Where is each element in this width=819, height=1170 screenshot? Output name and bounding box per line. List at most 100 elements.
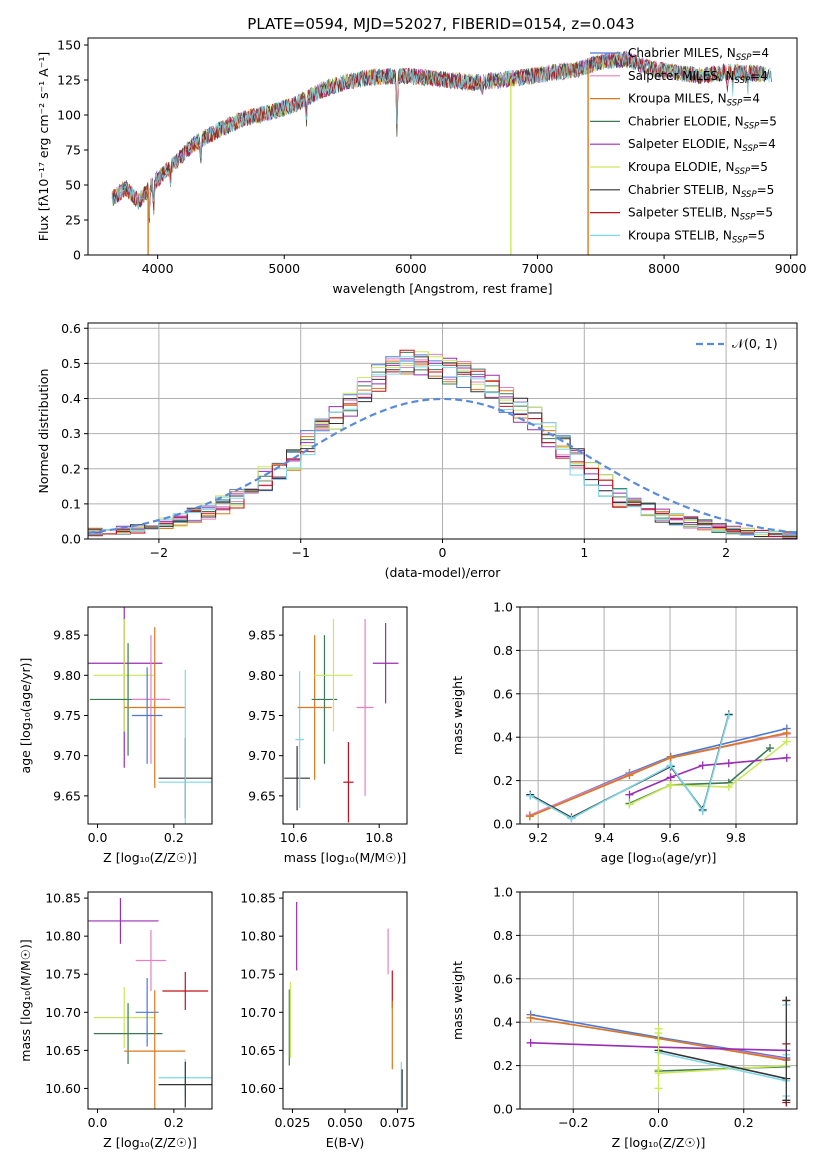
y-tick-label: 10.75 — [240, 967, 276, 982]
series-marker — [666, 761, 675, 770]
series-marker — [765, 744, 774, 753]
y-tick-label: 75 — [65, 143, 81, 158]
legend-entry: Kroupa MILES, NSSP=4 — [590, 92, 760, 109]
y-tick-label: 0.3 — [61, 426, 81, 441]
y-tick-label: 10.80 — [240, 929, 276, 944]
x-tick-label: 6000 — [395, 261, 427, 276]
y-tick-label: 0.6 — [61, 321, 81, 336]
errorbar-point — [93, 619, 155, 732]
series-marker — [666, 773, 675, 782]
series-line — [529, 733, 787, 817]
axes-spectrum: 4000 5000 6000 7000 8000 9000 0 25 50 75 100 125 150… — [36, 37, 807, 296]
x-tick-label: 0 — [439, 545, 447, 560]
series-marker — [698, 761, 707, 770]
y-tick-label: 100 — [57, 108, 81, 123]
y-axis-label: Normed distribution — [36, 369, 51, 494]
y-tick-label: 0.1 — [61, 496, 81, 511]
legend-label: Chabrier ELODIE, NSSP=5 — [628, 114, 777, 131]
legend-label: Kroupa STELIB, NSSP=5 — [628, 228, 765, 245]
x-tick-label: 0.2 — [734, 1115, 754, 1130]
y-axis-label: Flux [fλ10⁻¹⁷ erg cm⁻² s⁻¹ A⁻¹] — [36, 52, 51, 241]
x-tick-label: 0.050 — [327, 1115, 363, 1130]
y-tick-label: 9.80 — [53, 668, 81, 683]
legend-label: Chabrier MILES, NSSP=4 — [628, 46, 769, 63]
x-axis-label: E(B-V) — [326, 1135, 365, 1150]
y-tick-label: 10.65 — [45, 1043, 81, 1058]
x-tick-label: 0.075 — [380, 1115, 416, 1130]
errorbar-point — [93, 987, 155, 1049]
series-marker — [782, 728, 791, 737]
series-marker — [724, 759, 733, 768]
errorbar-point — [372, 623, 399, 704]
errorbar-point — [131, 635, 171, 764]
plot-area-age_vs_Z — [88, 607, 212, 824]
series-marker — [782, 737, 791, 746]
legend-entry: Salpeter MILES, NSSP=4 — [590, 69, 768, 86]
y-tick-label: 125 — [57, 73, 81, 88]
x-tick-label: 0.0 — [649, 1115, 669, 1130]
errorbar-point — [356, 619, 374, 796]
plot-area-residual_hist — [88, 323, 797, 539]
x-tick-label: 5000 — [268, 261, 300, 276]
legend-entry: Kroupa STELIB, NSSP=5 — [590, 228, 765, 245]
errorbar-point — [131, 667, 163, 764]
x-tick-label: −2 — [150, 545, 168, 560]
series-marker — [625, 790, 634, 799]
errorbar-point — [124, 990, 186, 1109]
x-tick-label: 8000 — [648, 261, 680, 276]
x-tick-label: 10.6 — [280, 830, 308, 845]
axes-frame — [87, 606, 213, 825]
spectrum-line-salpeter-stelib — [111, 52, 766, 213]
series-line — [529, 732, 787, 818]
y-tick-label: 0.0 — [493, 1102, 513, 1117]
normal-curve — [88, 397, 797, 534]
axes-mass_vs_Z: 0.0 0.2 10.60 10.65 10.70 10.75 10.80 10.85 Z [l… — [18, 891, 213, 1150]
x-tick-label: 0.0 — [88, 830, 108, 845]
y-tick-label: 0.2 — [493, 773, 513, 788]
series-marker — [526, 791, 535, 800]
y-tick-label: 9.75 — [53, 708, 81, 723]
x-tick-label: 9.4 — [594, 830, 614, 845]
x-tick-label: 0.2 — [164, 830, 184, 845]
series-marker — [782, 753, 791, 762]
series-line — [658, 1064, 787, 1074]
x-tick-label: 9000 — [775, 261, 807, 276]
y-tick-label: 10.70 — [240, 1005, 276, 1020]
series-marker — [724, 783, 733, 792]
y-tick-label: 0.2 — [493, 1058, 513, 1073]
series-marker — [525, 812, 534, 821]
x-tick-label: −0.2 — [558, 1115, 588, 1130]
series-marker — [666, 753, 675, 762]
x-tick-label: 7000 — [522, 261, 554, 276]
y-tick-label: 10.80 — [45, 929, 81, 944]
y-tick-label: 0.6 — [493, 971, 513, 986]
y-tick-label: 10.75 — [45, 967, 81, 982]
errorbar-point — [158, 1061, 212, 1108]
y-tick-label: 50 — [65, 178, 81, 193]
plot-area-massweight_vs_age — [520, 607, 797, 824]
y-tick-label: 0.5 — [61, 356, 81, 371]
axes-frame — [282, 606, 408, 825]
axes-massweight_vs_Z: −0.2 0.0 0.2 0.0 0.2 0.4 0.6 0.8 1.0 Z [log₁₀(Z/Z… — [450, 885, 798, 1150]
y-tick-label: 0.4 — [61, 391, 81, 406]
x-axis-label: wavelength [Angstrom, rest frame] — [332, 281, 552, 296]
legend-label: Salpeter MILES, NSSP=4 — [628, 69, 768, 86]
y-axis-label: age [log₁₀(age/yr)] — [18, 658, 33, 774]
x-tick-label: 2 — [722, 545, 730, 560]
y-tick-label: 0.8 — [493, 643, 513, 658]
axes-frame — [87, 322, 798, 540]
y-tick-label: 0 — [73, 248, 81, 263]
plot-area-age_vs_mass — [284, 619, 399, 823]
x-tick-label: 9.8 — [726, 830, 746, 845]
series-marker — [724, 711, 733, 720]
y-tick-label: 0.4 — [493, 730, 513, 745]
series-marker — [567, 814, 576, 823]
axes-frame — [87, 891, 213, 1110]
legend-entry: Chabrier ELODIE, NSSP=5 — [590, 114, 777, 131]
axes-age_vs_mass: 10.6 10.8 9.65 9.70 9.75 9.80 9.85 mass [log₁₀(… — [248, 606, 408, 865]
axes-frame — [87, 37, 798, 256]
axes-residual_hist: −2 −1 0 1 2 0.0 0.1 0.2 0.3 0.4 0.5 0.6 (data-model)… — [36, 321, 798, 580]
legend-entry: Salpeter STELIB, NSSP=5 — [590, 206, 773, 223]
x-tick-label: 9.6 — [660, 830, 680, 845]
series-marker — [625, 800, 634, 809]
